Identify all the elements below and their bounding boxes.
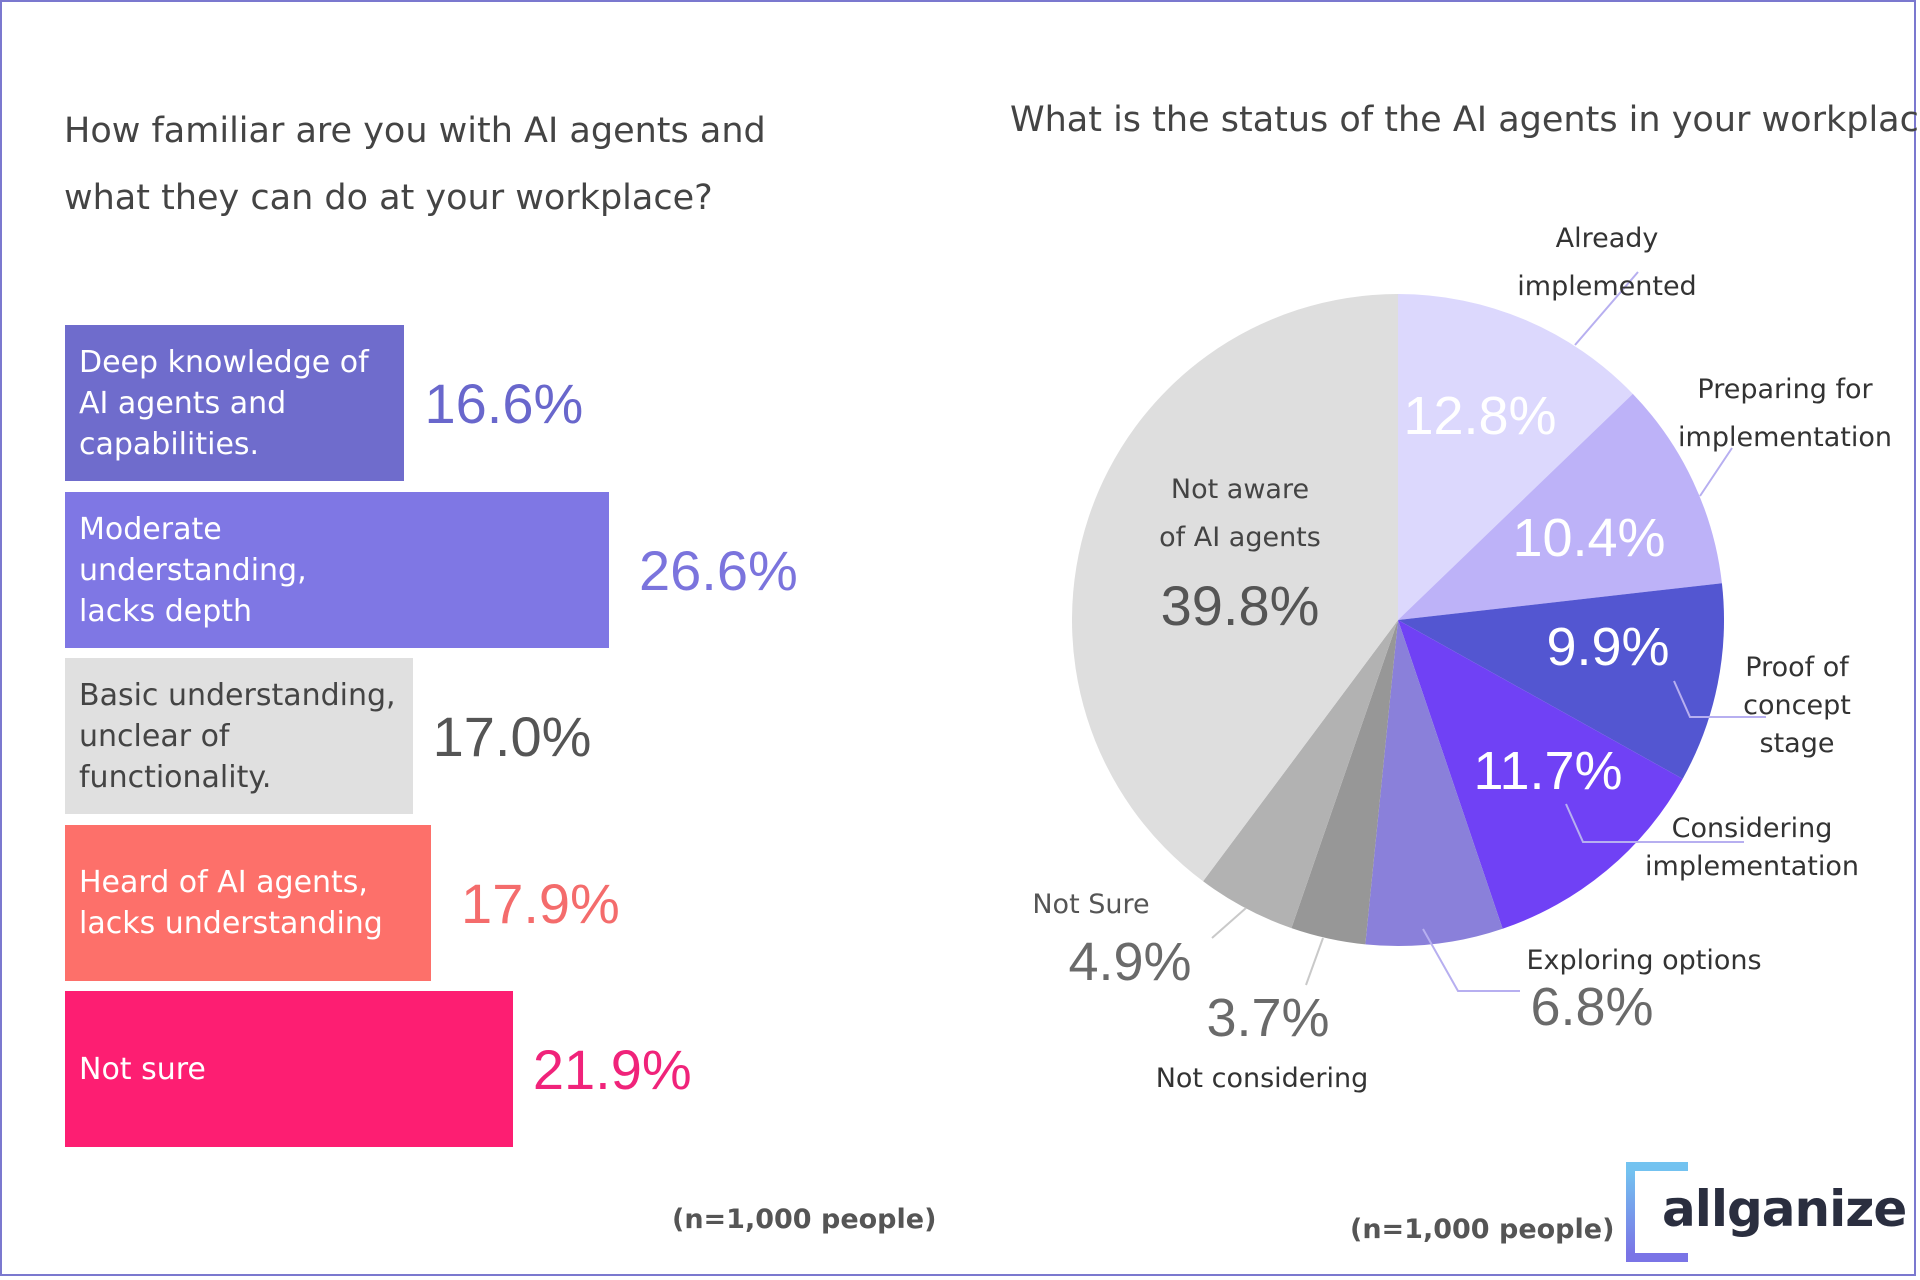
bar-deep-knowledge: Deep knowledge of AI agents and capabili… — [65, 325, 405, 481]
pie-slice-not-considering — [1291, 620, 1398, 945]
pie-value-label-not-aware-of-ai-agents: 39.8% — [1161, 574, 1320, 637]
bar-label: Not sure — [79, 1051, 206, 1087]
pie-value-label-not-considering: 3.7% — [1206, 988, 1329, 1048]
pie-slice-proof-of-concept-stage — [1398, 583, 1724, 779]
bar-value-label: 16.6% — [424, 371, 584, 435]
pie-category-label-already-implemented: Already implemented — [1517, 223, 1696, 302]
pie-value-label-considering-implementation: 11.7% — [1473, 741, 1622, 801]
bar-value-label: 17.0% — [432, 704, 592, 768]
pie-category-label-considering-implementation: Considering implementation — [1645, 813, 1859, 882]
logo-mark-bottom — [1626, 1253, 1688, 1262]
allganize-logo: allganize — [1626, 1160, 1907, 1266]
pie-leader-line-preparing-for-implementation — [1699, 447, 1733, 497]
pie-category-label-preparing-for-implementation: Preparing for implementation — [1678, 374, 1892, 453]
pie-category-label-exploring-options: Exploring options — [1526, 945, 1761, 976]
pie-value-label-already-implemented: 12.8% — [1403, 386, 1556, 446]
pie-slice-not-sure — [1203, 620, 1398, 929]
pie-leader-line-exploring-options — [1422, 928, 1520, 992]
bar-label: Heard of AI agents, lacks understanding — [79, 865, 383, 941]
pie-value-label-not-sure: 4.9% — [1068, 932, 1191, 992]
pie-slice-preparing-for-implementation — [1398, 393, 1722, 620]
pie-leader-line-not-sure — [1211, 907, 1247, 939]
pie-category-label-not-considering: Not considering — [1156, 1063, 1369, 1094]
pie-value-label-preparing-for-implementation: 10.4% — [1512, 508, 1665, 568]
pie-category-label-not-sure: Not Sure — [1032, 889, 1149, 920]
pie-slice-already-implemented — [1398, 294, 1633, 620]
sample-size-note-left: (n=1,000 people) — [672, 1204, 937, 1235]
pie-slice-exploring-options — [1365, 620, 1503, 946]
pie-slice-not-aware-of-ai-agents — [1071, 294, 1398, 882]
bar-basic-understanding: Basic understanding, unclear of function… — [65, 658, 413, 814]
bar-label: Deep knowledge of AI agents and capabili… — [79, 344, 369, 462]
bar-value-label: 26.6% — [638, 538, 798, 602]
pie-value-label-proof-of-concept-stage: 9.9% — [1546, 617, 1669, 677]
bar-value-label: 17.9% — [461, 871, 620, 935]
pie-slice-considering-implementation — [1398, 620, 1683, 929]
bar-label: Basic understanding, unclear of function… — [79, 677, 396, 795]
right-chart-title: What is the status of the AI agents in y… — [1010, 100, 1920, 140]
bar-heard-of: Heard of AI agents, lacks understanding — [65, 825, 432, 981]
bar-label: Moderate understanding, lacks depth — [79, 511, 307, 629]
sample-size-note-right: (n=1,000 people) — [1350, 1214, 1615, 1245]
pie-category-label-not-aware-of-ai-agents: Not aware of AI agents — [1159, 474, 1321, 553]
bar-not-sure: Not sure — [65, 991, 513, 1147]
pie-value-label-exploring-options: 6.8% — [1530, 977, 1653, 1037]
bar-value-label: 21.9% — [532, 1037, 692, 1101]
left-chart-title: How familiar are you with AI agents and … — [64, 111, 766, 218]
pie-category-label-proof-of-concept-stage: Proof of concept stage — [1743, 652, 1851, 759]
pie-leader-line-proof-of-concept-stage — [1673, 680, 1766, 718]
pie-leader-line-already-implemented — [1574, 271, 1639, 346]
pie-leader-line-considering-implementation — [1565, 803, 1744, 843]
logo-wordmark: allganize — [1662, 1180, 1907, 1238]
bar-moderate-understanding: Moderate understanding, lacks depth — [65, 492, 609, 648]
pie-leader-line-not-considering — [1305, 937, 1324, 986]
